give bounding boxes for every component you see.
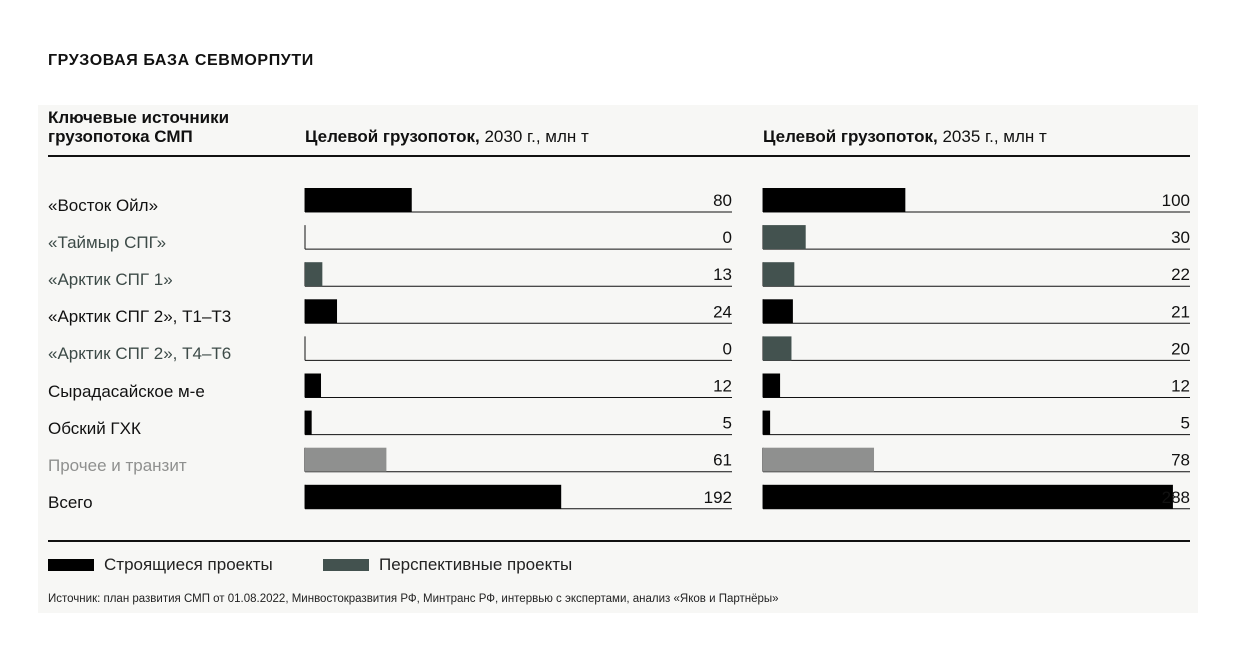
category-label: «Таймыр СПГ» [48, 233, 167, 253]
bar-value-label: 30 [1171, 228, 1190, 247]
category-label: Обский ГХК [48, 418, 141, 438]
bar-value-label: 78 [1171, 451, 1190, 470]
category-label: «Арктик СПГ 2», Т1–Т3 [48, 307, 232, 327]
bar [763, 299, 793, 324]
category-label: «Восток Ойл» [48, 196, 159, 215]
bar [305, 373, 322, 398]
bar-value-label: 192 [704, 488, 732, 507]
bar-value-label: 61 [713, 451, 732, 470]
bar [305, 262, 323, 287]
bar [763, 336, 792, 361]
bar [763, 373, 781, 398]
category-label: «Арктик СПГ 2», Т4–Т6 [48, 344, 232, 364]
bar-value-label: 20 [1171, 339, 1190, 358]
column-header-2035: Целевой грузопоток, 2035 г., млн т [763, 127, 1047, 147]
bar [305, 299, 338, 324]
legend-rule [48, 540, 1190, 542]
bar [763, 447, 875, 472]
legend-prospective-label: Перспективные проекты [379, 555, 573, 574]
column-header-2035-rest: 2035 г., млн т [937, 127, 1047, 146]
bar-value-label: 12 [713, 377, 732, 396]
legend-building: Строящиеся проекты [48, 554, 273, 576]
bar-value-label: 5 [1181, 414, 1190, 433]
legend-prospective: Перспективные проекты [323, 554, 572, 576]
column-header-2030: Целевой грузопоток, 2030 г., млн т [305, 127, 589, 147]
legend-prospective-swatch [323, 559, 369, 571]
bar [305, 188, 412, 212]
bar [305, 484, 562, 509]
bar-value-label: 80 [713, 191, 732, 210]
column-header-2030-bold: Целевой грузопоток, [305, 127, 480, 146]
source-note: Источник: план развития СМП от 01.08.202… [48, 593, 779, 605]
category-label: «Арктик СПГ 1» [48, 270, 173, 290]
column-header-2030-rest: 2030 г., млн т [479, 127, 589, 146]
bar-value-label: 22 [1171, 265, 1190, 284]
category-label: Всего [48, 492, 93, 512]
bar-value-label: 21 [1171, 302, 1190, 321]
bar [763, 188, 906, 212]
column-header-2035-bold: Целевой грузопоток, [763, 127, 938, 146]
bar-value-label: 13 [713, 265, 732, 284]
legend-building-swatch [48, 559, 94, 571]
bar-value-label: 288 [1162, 488, 1190, 507]
bar-value-label: 12 [1171, 377, 1190, 396]
bar-value-label: 100 [1162, 191, 1190, 210]
category-label: Сырадасайское м-е [48, 381, 205, 401]
page-title: ГРУЗОВАЯ БАЗА СЕВМОРПУТИ [48, 52, 314, 69]
bar-value-label: 0 [723, 228, 732, 247]
bar [305, 447, 387, 472]
bar [763, 484, 1173, 509]
legend-building-label: Строящиеся проекты [104, 555, 273, 574]
chart-panel [38, 105, 1198, 613]
bar-value-label: 5 [723, 414, 732, 433]
header-rule [48, 155, 1190, 157]
bar [763, 410, 771, 435]
bar-value-label: 24 [713, 302, 732, 321]
row-header: Ключевые источники грузопотока СМП [48, 108, 230, 146]
bar [763, 225, 806, 250]
bar [305, 410, 312, 435]
category-label: Прочее и транзит [48, 455, 187, 475]
bar-value-label: 0 [723, 339, 732, 358]
bar [763, 262, 795, 287]
